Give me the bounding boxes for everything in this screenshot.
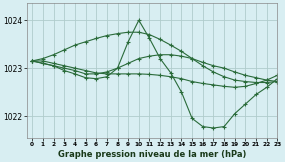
X-axis label: Graphe pression niveau de la mer (hPa): Graphe pression niveau de la mer (hPa) [58, 150, 246, 159]
